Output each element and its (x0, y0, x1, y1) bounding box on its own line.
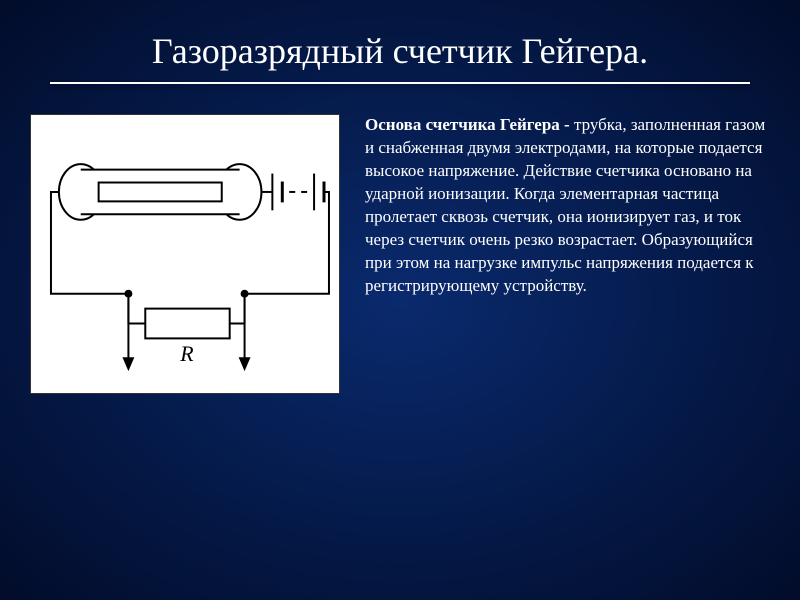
description-lead: Основа счетчика Гейгера - (365, 115, 574, 134)
output-arrow-right (239, 299, 251, 371)
node-right (241, 290, 249, 298)
page-title: Газоразрядный счетчик Гейгера. (0, 0, 800, 82)
node-left (124, 290, 132, 298)
description-text: Основа счетчика Гейгера - трубка, заполн… (365, 114, 770, 394)
resistor-label: R (179, 342, 193, 366)
resistor (145, 309, 229, 339)
title-underline (50, 82, 750, 84)
content-row: R Основа счетчика Гейгера - трубка, запо… (0, 114, 800, 394)
description-body: трубка, заполненная газом и снабженная д… (365, 115, 765, 295)
battery (272, 174, 324, 211)
circuit-diagram: R (30, 114, 340, 394)
geiger-tube (59, 164, 262, 220)
circuit-svg: R (31, 115, 339, 393)
output-arrow-left (122, 299, 134, 371)
tube-body (81, 170, 240, 215)
